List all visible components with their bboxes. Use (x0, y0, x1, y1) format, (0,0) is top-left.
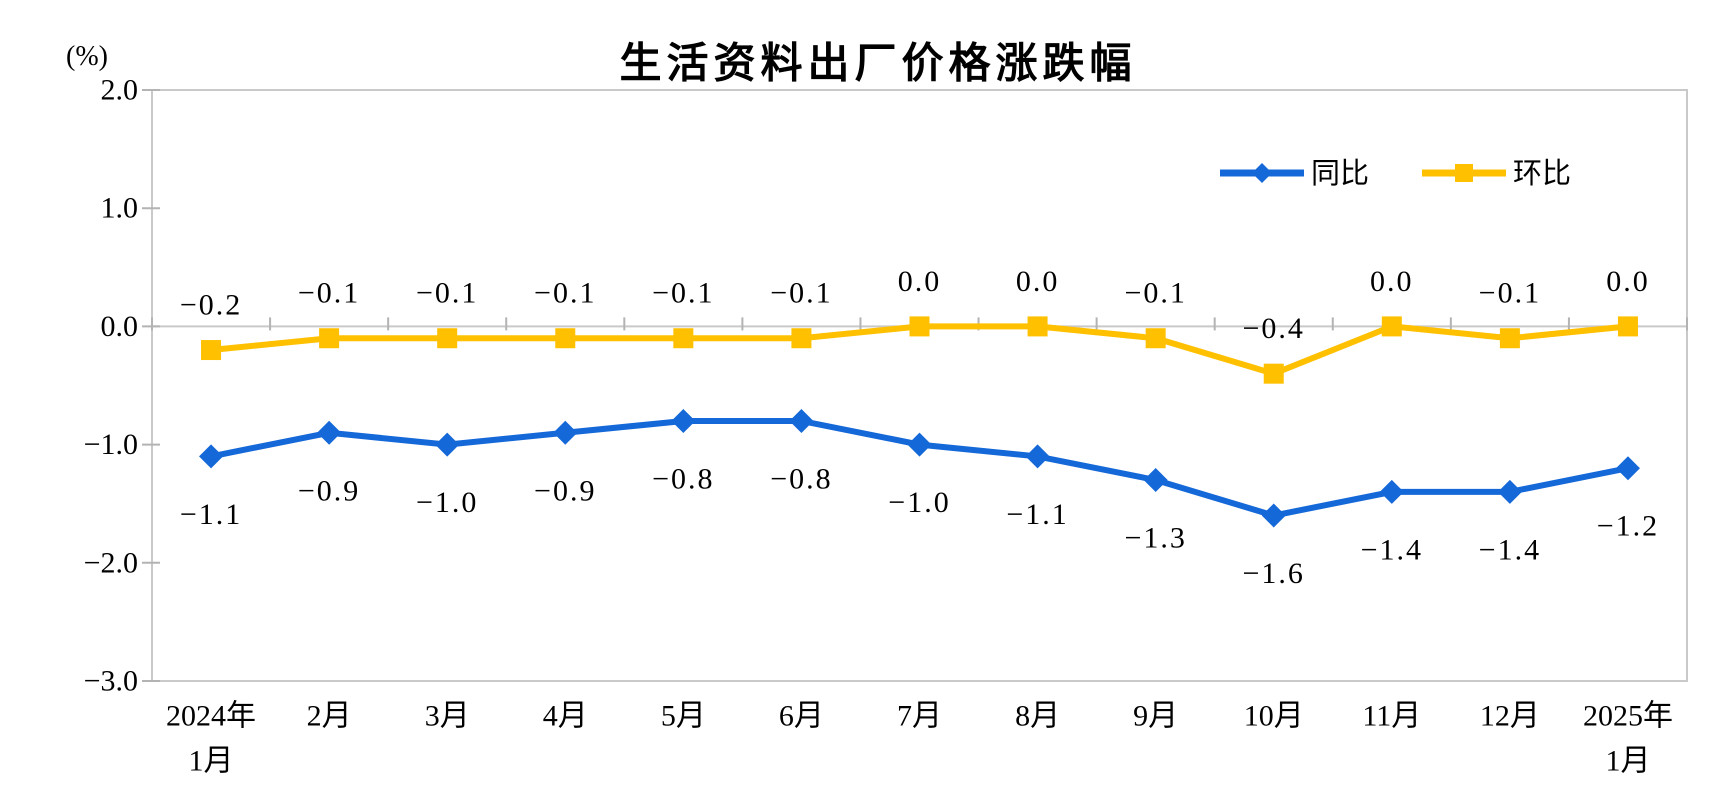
data-point-square (673, 328, 694, 349)
data-point-square (319, 328, 340, 349)
x-axis-label: 7月 (897, 700, 942, 733)
x-axis-label: 10月 (1244, 700, 1304, 733)
data-label: −1.0 (888, 486, 950, 519)
x-axis-label: 1月 (1605, 745, 1650, 778)
legend-label: 同比 (1311, 157, 1369, 190)
data-label: −0.1 (770, 277, 832, 310)
data-point-diamond (317, 420, 342, 445)
data-point-square (1145, 328, 1166, 349)
data-label: 0.0 (1370, 265, 1414, 298)
data-label: 0.0 (1606, 265, 1650, 298)
data-label: −1.6 (1243, 557, 1305, 590)
x-axis-label: 2月 (307, 700, 352, 733)
data-point-diamond (1615, 456, 1640, 481)
data-point-diamond (1379, 479, 1404, 504)
x-axis-label: 3月 (425, 700, 470, 733)
data-point-diamond (199, 444, 224, 469)
data-point-square (1381, 316, 1402, 337)
plot-border (151, 89, 1688, 682)
data-point-diamond (671, 408, 696, 433)
data-point-diamond (553, 420, 578, 445)
x-axis-label: 6月 (779, 700, 824, 733)
data-point-square (437, 328, 458, 349)
data-point-diamond (1497, 479, 1522, 504)
x-axis-label: 4月 (543, 700, 588, 733)
y-axis-tick-label: 1.0 (101, 192, 139, 225)
data-point-square (1617, 316, 1638, 337)
data-label: −1.2 (1597, 510, 1659, 543)
data-point-square (1027, 316, 1048, 337)
x-axis-label: 2025年 (1583, 700, 1673, 733)
data-label: −0.9 (534, 474, 596, 507)
data-point-square (791, 328, 812, 349)
legend-label: 环比 (1513, 157, 1571, 190)
data-label: −0.1 (534, 277, 596, 310)
data-label: −1.1 (1006, 498, 1068, 531)
data-label: −1.4 (1361, 533, 1423, 566)
x-axis-label: 9月 (1133, 700, 1178, 733)
data-label: −1.0 (416, 486, 478, 519)
y-axis-tick-label: 2.0 (101, 74, 139, 107)
y-axis-tick-label: −1.0 (84, 428, 138, 461)
data-label: −0.8 (652, 462, 714, 495)
data-label: 0.0 (898, 265, 942, 298)
data-label: −0.9 (298, 474, 360, 507)
data-label: −0.1 (416, 277, 478, 310)
data-label: −0.1 (298, 277, 360, 310)
data-label: −1.4 (1479, 533, 1541, 566)
data-point-diamond (435, 432, 460, 457)
x-axis-label: 2024年 (166, 700, 256, 733)
x-axis-label: 11月 (1362, 700, 1421, 733)
x-axis-label: 5月 (661, 700, 706, 733)
data-point-square (201, 340, 222, 361)
y-axis-unit-label: (%) (66, 41, 108, 72)
data-point-diamond (1261, 503, 1286, 528)
y-axis-tick-label: −3.0 (84, 665, 138, 698)
data-label: −0.8 (770, 462, 832, 495)
data-label: −0.4 (1243, 312, 1305, 345)
data-point-square (555, 328, 576, 349)
legend-marker-square (1455, 164, 1473, 182)
data-point-square (1263, 363, 1284, 384)
data-label: −1.3 (1124, 522, 1186, 555)
legend-marker-diamond (1252, 163, 1272, 183)
data-label: −0.1 (652, 277, 714, 310)
data-label: −0.1 (1479, 277, 1541, 310)
data-point-diamond (907, 432, 932, 457)
data-point-square (1499, 328, 1520, 349)
data-label: −0.1 (1124, 277, 1186, 310)
data-point-diamond (789, 408, 814, 433)
data-label: −1.1 (180, 498, 242, 531)
data-label: −0.2 (180, 289, 242, 322)
y-axis-tick-label: 0.0 (101, 310, 139, 343)
data-label: 0.0 (1016, 265, 1060, 298)
data-point-square (909, 316, 930, 337)
chart-title: 生活资料出厂价格涨跌幅 (619, 38, 1137, 88)
data-point-diamond (1143, 468, 1168, 493)
x-axis-label: 1月 (189, 745, 234, 778)
x-axis-label: 12月 (1480, 700, 1540, 733)
x-axis-label: 8月 (1015, 700, 1060, 733)
y-axis-tick-label: −2.0 (84, 546, 138, 579)
data-point-diamond (1025, 444, 1050, 469)
